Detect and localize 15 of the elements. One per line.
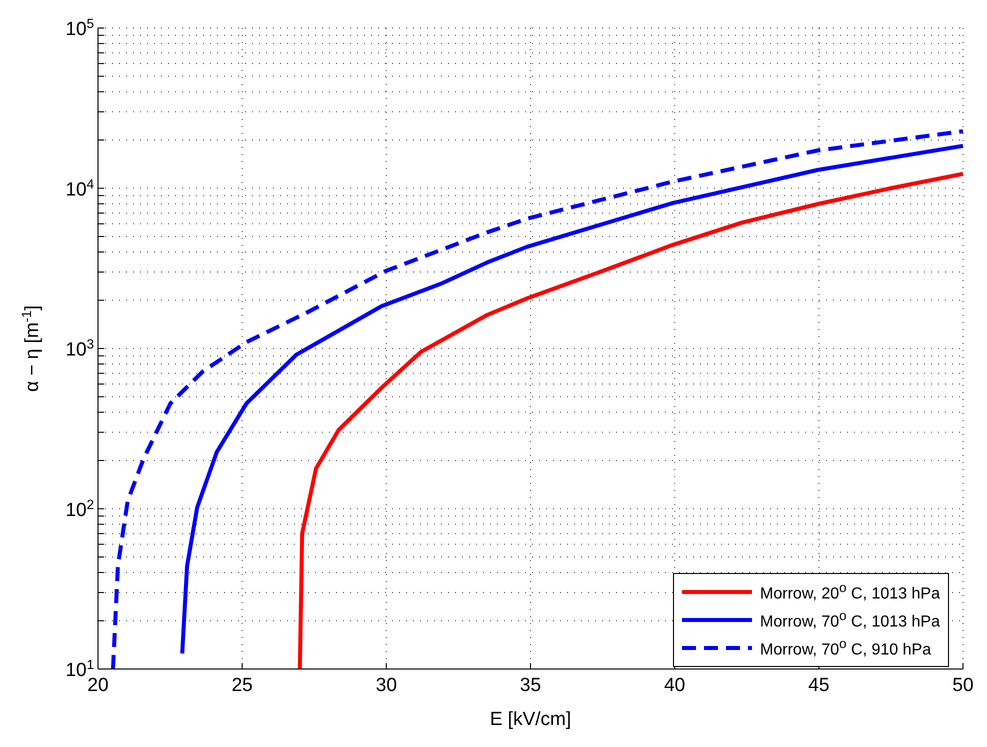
y-tick-label: 10$^{4}$: [65, 176, 94, 200]
legend-label: Morrow, 70$^{o}$ C, 1013 hPa: [760, 608, 940, 632]
x-axis-title: E [kV/cm]: [490, 709, 572, 730]
y-tick-label: 10$^{2}$: [65, 496, 94, 521]
x-tick-label: 30: [376, 675, 397, 696]
x-tick-label: 45: [808, 675, 830, 696]
x-tick-label: 35: [520, 675, 542, 696]
x-tick-label: 25: [232, 675, 253, 696]
y-tick-label: 10$^{3}$: [65, 336, 94, 360]
line-series: [298, 172, 963, 669]
legend-label: Morrow, 20$^{o}$ C, 1013 hPa: [760, 580, 940, 604]
y-tick-label: 10$^{5}$: [65, 16, 94, 40]
legend-label: Morrow, 70$^{o}$ C, 910 hPa: [760, 636, 932, 660]
x-tick-label: 40: [664, 675, 686, 696]
x-tick-label: 50: [952, 675, 974, 696]
